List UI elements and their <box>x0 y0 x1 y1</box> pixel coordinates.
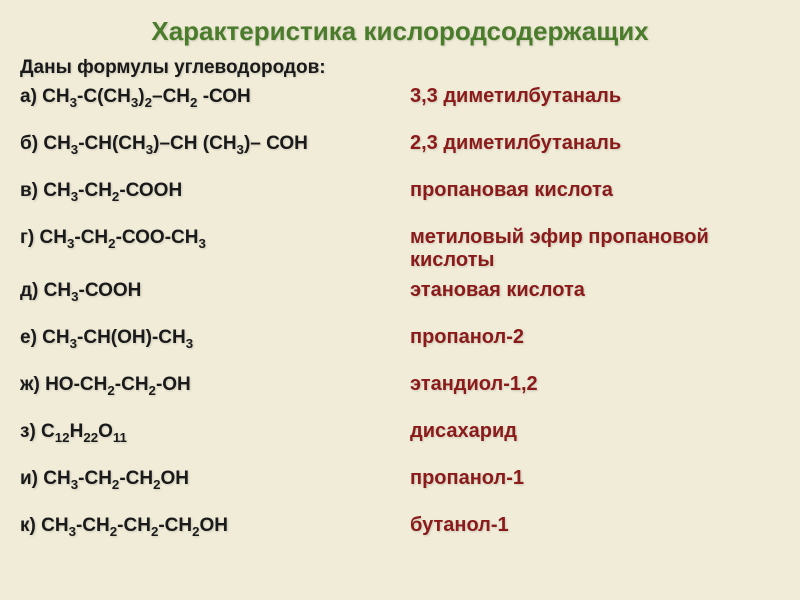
compound-name: метиловый эфир пропановой кислоты <box>410 226 780 272</box>
compound-name: пропанол-1 <box>410 467 524 490</box>
content-row: к) СН3-СН2-СН2-СН2ОНбутанол-1 <box>20 514 780 554</box>
compound-name: пропанол-2 <box>410 326 524 349</box>
subtitle: Даны формулы углеводородов: <box>20 57 780 79</box>
content-row: в) СН3-СН2-СООНпропановая кислота <box>20 179 780 219</box>
compound-name: этандиол-1,2 <box>410 373 538 396</box>
formula-text: з) С12Н22О11 <box>20 421 410 445</box>
formula-text: е) СН3-СН(ОН)-СН3 <box>20 327 410 351</box>
formula-text: г) СН3-СН2-СОО-СН3 <box>20 227 410 251</box>
content-row: а) СН3-С(СН3)2–СН2 -СОН3,3 диметилбутана… <box>20 85 780 125</box>
compound-name: 3,3 диметилбутаналь <box>410 85 621 108</box>
formula-text: в) СН3-СН2-СООН <box>20 180 410 204</box>
compound-name: бутанол-1 <box>410 514 509 537</box>
compound-name: пропановая кислота <box>410 179 613 202</box>
formula-text: д) СН3-СООН <box>20 280 410 304</box>
content-row: г) СН3-СН2-СОО-СН3метиловый эфир пропано… <box>20 226 780 272</box>
content-row: е) СН3-СН(ОН)-СН3пропанол-2 <box>20 326 780 366</box>
formula-text: а) СН3-С(СН3)2–СН2 -СОН <box>20 86 410 110</box>
content-row: и) СН3-СН2-СН2ОНпропанол-1 <box>20 467 780 507</box>
content-row: б) СН3-СН(СН3)–СН (СН3)– СОН2,3 диметилб… <box>20 132 780 172</box>
content-row: ж) НО-СН2-СН2-ОНэтандиол-1,2 <box>20 373 780 413</box>
formula-text: б) СН3-СН(СН3)–СН (СН3)– СОН <box>20 133 410 157</box>
compound-name: 2,3 диметилбутаналь <box>410 132 621 155</box>
formula-text: ж) НО-СН2-СН2-ОН <box>20 374 410 398</box>
page-title: Характеристика кислородсодержащих <box>20 16 780 47</box>
compound-name: дисахарид <box>410 420 517 443</box>
formula-text: к) СН3-СН2-СН2-СН2ОН <box>20 515 410 539</box>
formula-text: и) СН3-СН2-СН2ОН <box>20 468 410 492</box>
content-row: з) С12Н22О11дисахарид <box>20 420 780 460</box>
compound-name: этановая кислота <box>410 279 585 302</box>
content-row: д) СН3-СООНэтановая кислота <box>20 279 780 319</box>
rows-container: а) СН3-С(СН3)2–СН2 -СОН3,3 диметилбутана… <box>20 85 780 554</box>
